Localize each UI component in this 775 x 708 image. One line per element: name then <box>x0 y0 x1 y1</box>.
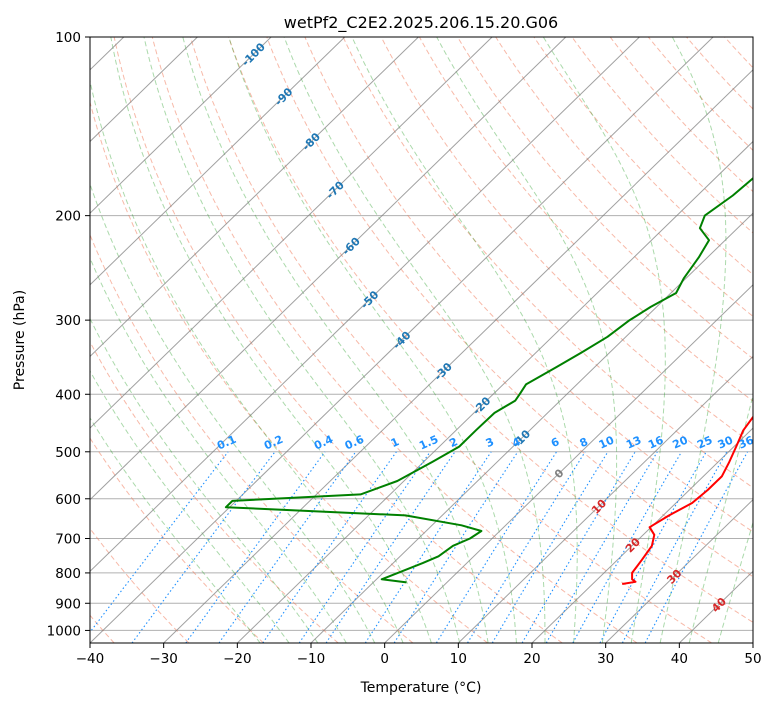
moist-adiabat <box>143 37 461 643</box>
mixing-ratio-label: 25 <box>695 434 714 452</box>
dry-adiabat <box>190 37 712 643</box>
mixing-ratio-line <box>298 451 431 643</box>
mixing-ratio-line <box>467 451 586 643</box>
mixing-ratio-label: 13 <box>624 434 643 452</box>
mixing-ratio-line <box>435 451 558 643</box>
y-tick-label: 1000 <box>47 623 81 639</box>
isotherm-line <box>605 499 753 643</box>
moist-adiabat <box>90 78 404 643</box>
y-tick-label: 800 <box>55 566 81 582</box>
x-tick-label: −40 <box>76 651 105 667</box>
isotherm-line <box>90 37 714 643</box>
moist-adiabat <box>542 37 666 643</box>
mixing-ratio-line <box>218 451 357 643</box>
isotherm-line <box>90 37 567 501</box>
isotherm-line <box>236 140 753 643</box>
y-tick-label: 400 <box>55 387 81 403</box>
x-tick-label: 40 <box>671 651 688 667</box>
dry-adiabat <box>609 37 753 193</box>
dry-adiabat <box>457 37 753 360</box>
mixing-ratio-label: 16 <box>646 433 666 451</box>
moist-adiabat <box>659 37 727 643</box>
y-axis-ticks: 100 200 300 400 500 600 700 800 900 1000 <box>47 30 90 639</box>
dry-adiabat <box>304 37 753 533</box>
x-tick-label: 20 <box>523 651 540 667</box>
isotherm-line <box>384 284 753 643</box>
y-tick-label: 100 <box>55 30 81 46</box>
x-tick-label: 0 <box>380 651 389 667</box>
mixing-ratio-line <box>131 451 276 643</box>
isotherm-line <box>90 37 640 573</box>
mixing-ratio-line <box>325 451 456 643</box>
isotherm-line <box>90 37 198 143</box>
moist-adiabat <box>717 520 753 643</box>
mixing-ratio-line <box>262 451 397 643</box>
mixing-ratio-line <box>185 451 326 643</box>
dry-adiabat <box>90 437 264 643</box>
x-axis-title: Temperature (°C) <box>360 680 482 696</box>
isotherm-line <box>90 37 493 429</box>
x-tick-label: 30 <box>597 651 614 667</box>
moist-adiabat <box>110 37 432 643</box>
moist-adiabat <box>688 393 753 643</box>
x-tick-label: 50 <box>744 651 761 667</box>
y-tick-label: 200 <box>55 209 81 225</box>
moist-adiabat <box>90 317 319 643</box>
mixing-ratio-line <box>644 451 748 643</box>
isotherm-line <box>531 427 753 643</box>
y-tick-label: 300 <box>55 313 81 329</box>
mixing-ratio-label: 20 <box>671 433 691 451</box>
x-tick-label: −10 <box>297 651 326 667</box>
dry-adiabat <box>90 233 414 643</box>
sounding-profile-line <box>622 415 753 585</box>
isotherm-line <box>163 69 753 643</box>
chart-title: wetPf2_C2E2.2025.206.15.20.G06 <box>284 13 558 33</box>
moist-adiabat <box>351 37 578 643</box>
moist-adiabats <box>90 37 753 643</box>
moist-adiabat <box>90 182 376 643</box>
mixing-ratio-line <box>393 451 519 643</box>
y-axis-title: Pressure (hPa) <box>12 290 28 390</box>
dry-adiabat <box>342 37 753 489</box>
moist-adiabat <box>283 37 546 643</box>
dry-adiabat <box>90 100 488 643</box>
dry-adiabat <box>90 340 339 643</box>
dry-adiabat <box>380 37 753 445</box>
y-tick-label: 600 <box>55 492 81 508</box>
isotherm-line <box>310 212 753 643</box>
mixing-ratio-labels: 0.1 0.2 0.4 0.6 1 1.5 2 3 4 6 8 10 13 16 20 25 30 36 <box>215 433 753 453</box>
x-axis-ticks: −40 −30 −20 −10 0 10 20 30 40 50 <box>76 643 762 667</box>
dry-adiabats <box>90 37 753 643</box>
moist-adiabat <box>90 256 347 643</box>
dry-adiabat <box>495 37 753 317</box>
y-tick-label: 700 <box>55 532 81 548</box>
mixing-ratio-line <box>491 451 609 643</box>
mixing-ratio-label: 10 <box>597 433 617 451</box>
y-tick-label: 500 <box>55 445 81 461</box>
x-tick-label: −20 <box>223 651 252 667</box>
x-tick-label: −30 <box>149 651 178 667</box>
dry-adiabat <box>113 37 563 643</box>
series-layer <box>224 177 753 585</box>
isotherm-line <box>457 355 753 643</box>
plot-frame <box>89 36 754 644</box>
plot-area: -100-90-80-70-60-50-40-30-20-10010203040… <box>90 37 753 643</box>
x-tick-label: 10 <box>450 651 467 667</box>
y-tick-label: 900 <box>55 596 81 612</box>
isotherm-line <box>90 37 346 286</box>
dry-adiabat <box>266 37 753 578</box>
moist-adiabat <box>436 37 618 643</box>
isotherms <box>90 37 753 643</box>
isotherm-line <box>90 37 419 358</box>
isotherm-line <box>90 37 272 214</box>
mixing-ratio-label: 30 <box>716 433 736 451</box>
sounding-profile-line <box>224 177 753 584</box>
moist-adiabat <box>228 37 517 643</box>
moist-adiabat <box>182 37 489 643</box>
dry-adiabat <box>151 37 638 643</box>
mixing-ratio-line <box>599 451 707 643</box>
